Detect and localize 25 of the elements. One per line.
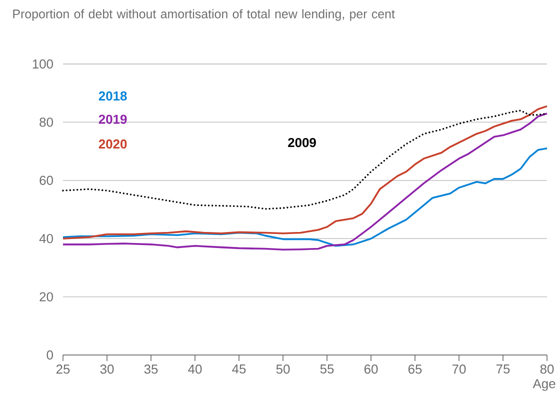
x-tick-label: 30 xyxy=(100,364,114,374)
x-tick-label: 75 xyxy=(496,364,510,374)
y-tick-label: 60 xyxy=(40,176,53,185)
x-tick-label: 65 xyxy=(408,364,422,374)
y-tick-label: 20 xyxy=(40,292,53,302)
text: 2009 xyxy=(288,138,316,148)
y-tick-label: 40 xyxy=(39,234,53,244)
text: 2018 xyxy=(98,91,127,101)
x-tick-label: 55 xyxy=(320,364,334,374)
text: 2020 xyxy=(98,139,127,149)
chart-title: Proportion of debt without amortisation of total new lending, per cent xyxy=(13,9,395,21)
line-series xyxy=(62,110,548,210)
x-tick-label: 45 xyxy=(232,364,246,374)
x-tick-label: 70 xyxy=(452,364,466,374)
x-tick-label: 25 xyxy=(56,364,70,374)
x-tick-label: 80 xyxy=(540,364,554,374)
text: 2019 xyxy=(98,114,127,124)
y-tick-label: 100 xyxy=(32,59,53,69)
y-tick-label: 0 xyxy=(46,350,53,360)
y-tick-label: 80 xyxy=(40,118,53,127)
x-tick-label: 40 xyxy=(188,364,202,374)
x-tick-label: 35 xyxy=(144,364,158,374)
x-tick-label: 50 xyxy=(276,364,290,374)
x-tick-label: 60 xyxy=(364,364,378,374)
x-axis-title: Age xyxy=(532,379,556,391)
